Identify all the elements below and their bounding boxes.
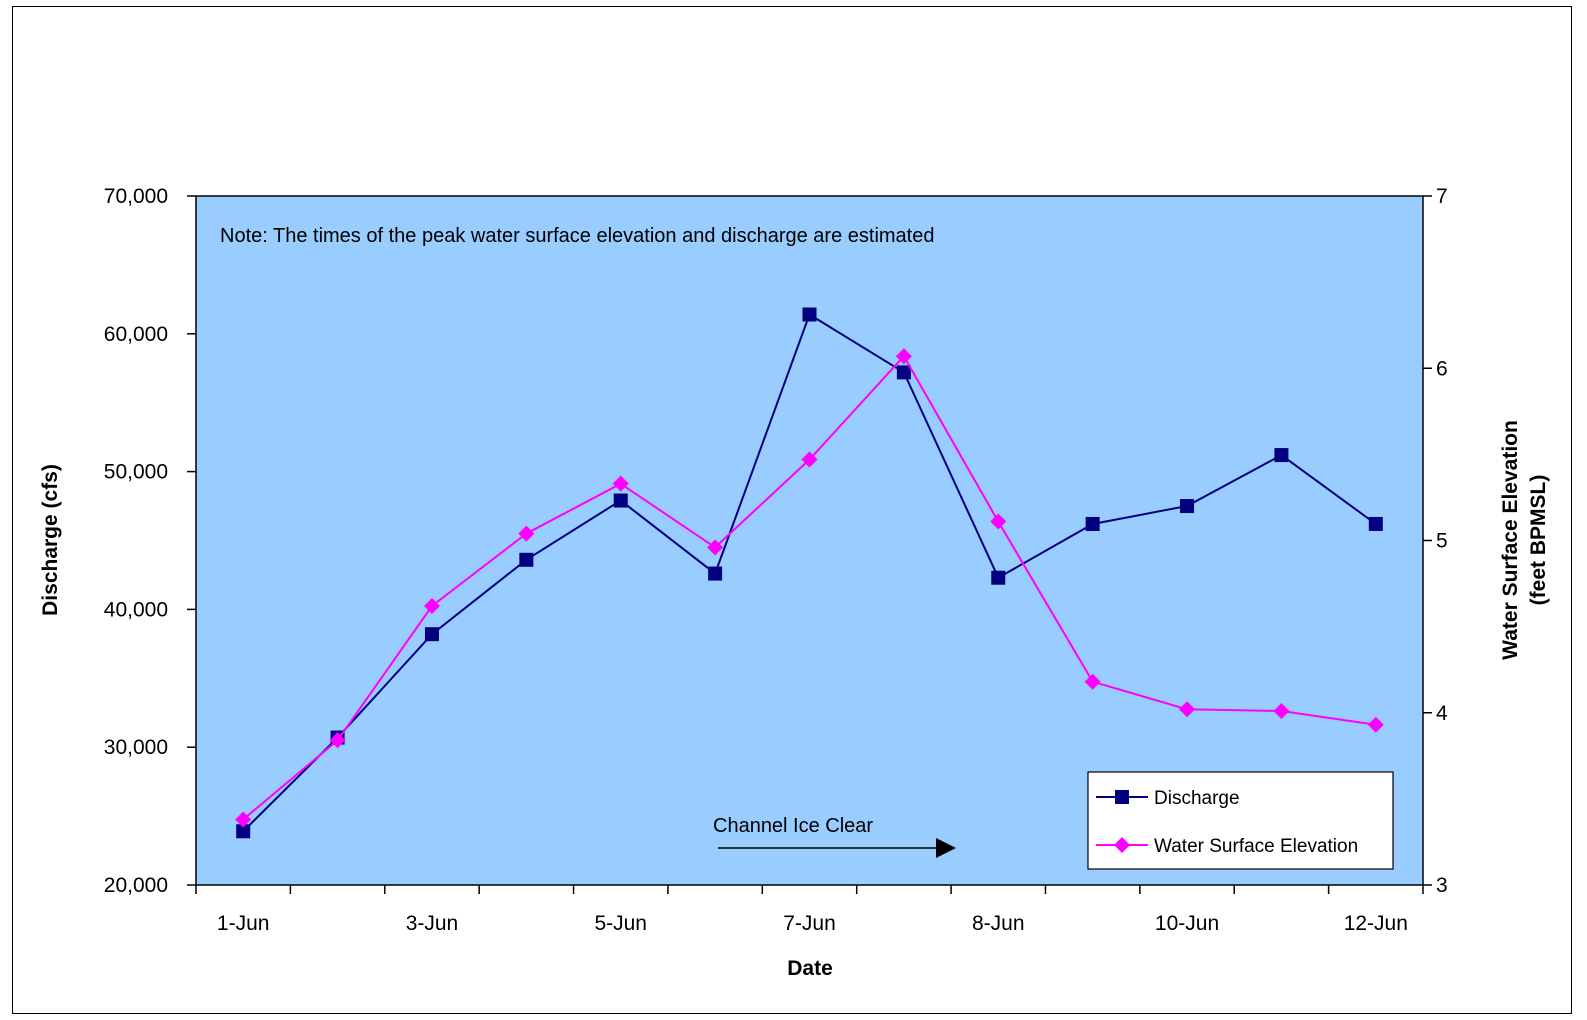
x-tick-label: 12-Jun (1344, 912, 1408, 935)
wse-point (1367, 716, 1384, 733)
chart-note: Note: The times of the peak water surfac… (220, 225, 934, 247)
y-tick-label: 50,000 (104, 461, 168, 484)
discharge-point (613, 493, 628, 508)
wse-point (801, 451, 818, 468)
y-tick-label: 40,000 (104, 598, 168, 621)
channel-ice-annotation: Channel Ice Clear (713, 815, 873, 837)
wse-point (423, 597, 440, 614)
x-axis: 1-Jun 3-Jun 5-Jun 7-Jun 8-Jun 10-Jun 12-Jun (195, 885, 1424, 935)
legend-wse-marker (1114, 837, 1130, 853)
x-tick-label: 1-Jun (217, 912, 270, 935)
wse-point (329, 732, 346, 749)
annotation-arrow (718, 838, 956, 858)
discharge-point (991, 570, 1006, 585)
wse-point (1273, 703, 1290, 720)
discharge-point (519, 552, 534, 567)
series-layer (235, 307, 1384, 839)
discharge-point (896, 365, 911, 380)
y-tick-label: 20,000 (104, 874, 168, 897)
y2-tick-label: 5 (1436, 530, 1448, 553)
wse-point (895, 348, 912, 365)
legend-discharge-marker (1115, 790, 1129, 804)
x-tick-label: 10-Jun (1155, 912, 1219, 935)
discharge-point (424, 627, 439, 642)
wse-point (990, 513, 1007, 530)
y2-tick-label: 6 (1436, 357, 1448, 380)
x-axis-title: Date (787, 957, 833, 980)
wse-point (235, 811, 252, 828)
y2-tick-label: 7 (1436, 185, 1448, 208)
y2-axis-title-line1: Water Surface Elevation (1499, 420, 1522, 660)
discharge-point (1368, 516, 1383, 531)
wse-point (612, 475, 629, 492)
wse-point (707, 539, 724, 556)
y-tick-label: 60,000 (104, 323, 168, 346)
wse-point (1179, 701, 1196, 718)
x-tick-label: 8-Jun (972, 912, 1025, 935)
y2-axis-title-line2: (feet BPMSL) (1527, 475, 1550, 606)
x-tick-label: 3-Jun (406, 912, 459, 935)
discharge-point (1274, 448, 1289, 463)
x-tick-label: 5-Jun (594, 912, 647, 935)
discharge-point (802, 307, 817, 322)
discharge-point (1180, 499, 1195, 514)
y-tick-label: 70,000 (104, 185, 168, 208)
x-tick-label: 7-Jun (783, 912, 836, 935)
y2-tick-label: 3 (1436, 874, 1448, 897)
legend-discharge-label: Discharge (1154, 788, 1240, 809)
legend: Discharge Water Surface Elevation (1087, 771, 1394, 870)
legend-box (1087, 771, 1394, 870)
legend-wse-label: Water Surface Elevation (1154, 836, 1358, 857)
y-axis-title: Discharge (cfs) (39, 464, 62, 616)
discharge-point (236, 824, 251, 839)
y2-tick-label: 4 (1436, 702, 1448, 725)
wse-point (518, 525, 535, 542)
series-water-surface-elevation (235, 348, 1384, 828)
y-axis-right: 3 4 5 6 7 (1423, 185, 1448, 897)
discharge-point (1085, 516, 1100, 531)
y-tick-label: 30,000 (104, 736, 168, 759)
y-axis-left: 20,000 30,000 40,000 50,000 60,000 70,000 (104, 185, 196, 897)
wse-point (1084, 673, 1101, 690)
discharge-point (708, 566, 723, 581)
